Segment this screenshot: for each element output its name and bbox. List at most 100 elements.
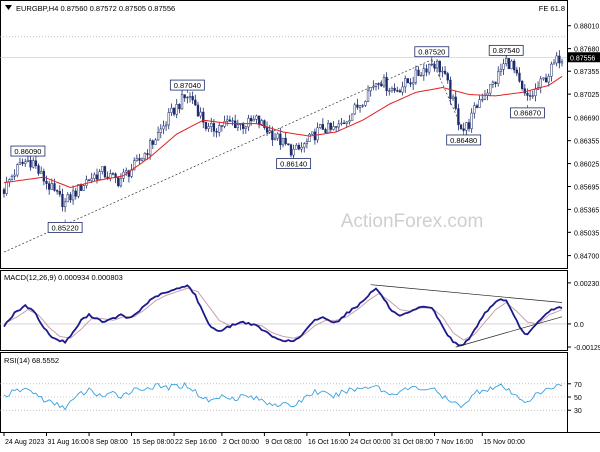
x-tick-label: 15 Sep 08:00 (133, 439, 175, 446)
candle (244, 125, 247, 134)
candle (398, 88, 402, 93)
candle (327, 120, 330, 133)
price-tick-label: 0.87025 (574, 92, 599, 99)
candle (550, 61, 553, 82)
candle (69, 192, 72, 203)
candle (164, 121, 168, 131)
candle (66, 192, 69, 203)
x-tick-label: 8 Sep 08:00 (90, 439, 128, 446)
candle (555, 52, 558, 67)
candle (422, 63, 425, 81)
candle (188, 92, 192, 103)
candle (156, 126, 160, 141)
candle (380, 80, 383, 87)
candle (268, 125, 271, 135)
candle (409, 78, 412, 88)
candle (560, 58, 564, 67)
candle (191, 91, 194, 104)
price-tick-label: 0.85035 (574, 230, 599, 237)
price-annotation: 0.87540 (488, 44, 524, 59)
candle (151, 139, 154, 150)
x-tick-label: 22 Sep 16:00 (175, 439, 217, 446)
candle (16, 163, 19, 178)
price-tick-label: 0.87355 (574, 69, 599, 76)
candle (470, 108, 473, 133)
candle (427, 63, 431, 76)
candle (342, 119, 346, 125)
candle (454, 91, 457, 111)
price-annotation: 0.86480 (446, 131, 482, 146)
candle (305, 138, 309, 149)
candle (372, 80, 375, 91)
candle (475, 103, 479, 109)
candle (119, 173, 123, 188)
candle (29, 154, 32, 171)
candle (457, 103, 460, 131)
x-tick-label: 16 Oct 16:00 (308, 439, 348, 446)
candle (406, 78, 410, 84)
candle (24, 158, 27, 167)
price-tick-label: 0.85695 (574, 184, 599, 191)
candle (334, 126, 338, 132)
candle (308, 132, 311, 142)
candle (417, 66, 420, 77)
candle (138, 153, 141, 165)
price-annotation: 0.85220 (47, 219, 83, 233)
candle (146, 149, 149, 160)
price-annotation: 0.87040 (169, 79, 205, 94)
price-tick-label: 0.84700 (574, 254, 599, 261)
rsi-tick-label: 70 (574, 382, 582, 389)
price-annotation: 0.87520 (414, 46, 450, 60)
candle (502, 58, 505, 76)
candle (289, 143, 293, 158)
candle (18, 157, 22, 166)
price-tick-label: 0.86025 (574, 162, 599, 169)
candle (303, 142, 306, 153)
candle (366, 85, 370, 103)
price-tick-label: 0.86355 (574, 139, 599, 146)
candle (513, 59, 516, 74)
candle (170, 103, 173, 116)
candle (199, 107, 202, 119)
candle (111, 172, 115, 176)
candle (465, 121, 468, 137)
annotations-group: 0.86090 0.85220 0.87040 0.86140 0.87520 0.864… (10, 44, 545, 233)
candle (358, 105, 362, 113)
candle (218, 122, 221, 137)
candle (63, 198, 67, 213)
annotation-label: 0.87540 (493, 46, 520, 55)
candle (172, 107, 176, 117)
candle (321, 118, 325, 130)
candle (61, 188, 64, 212)
candle (141, 157, 144, 162)
x-tick-label: 31 Oct 08:00 (393, 439, 433, 446)
candle (462, 122, 465, 132)
candle (55, 189, 59, 195)
candle (175, 99, 178, 119)
candle (361, 103, 364, 108)
price-tick-label: 0.87680 (574, 47, 599, 54)
candle (255, 114, 258, 124)
candle (332, 121, 335, 131)
candle (528, 90, 532, 101)
macd-header: MACD(12,26,9) 0.000934 0.000803 (4, 273, 123, 282)
chevron-down-icon[interactable] (5, 5, 12, 10)
candle (544, 73, 548, 83)
candle (87, 179, 91, 182)
macd-group: 0.002301 0.0 -0.001295 (0, 281, 600, 352)
candle (220, 125, 224, 132)
candle (348, 115, 351, 125)
candle (430, 58, 433, 67)
annotation-label: 0.86480 (450, 136, 477, 145)
candle (228, 115, 232, 123)
candle (388, 87, 391, 96)
candle (295, 143, 298, 150)
x-tick-label: 7 Nov 16:00 (435, 439, 473, 446)
macd-tick-label: -0.001295 (574, 345, 600, 352)
x-tick-label: 31 Aug 16:00 (48, 439, 89, 446)
candle (202, 107, 205, 129)
candle (194, 94, 197, 107)
candle (167, 108, 170, 130)
symbol-header: EURGBP,H4 0.87560 0.87572 0.87505 0.8755… (16, 4, 175, 13)
